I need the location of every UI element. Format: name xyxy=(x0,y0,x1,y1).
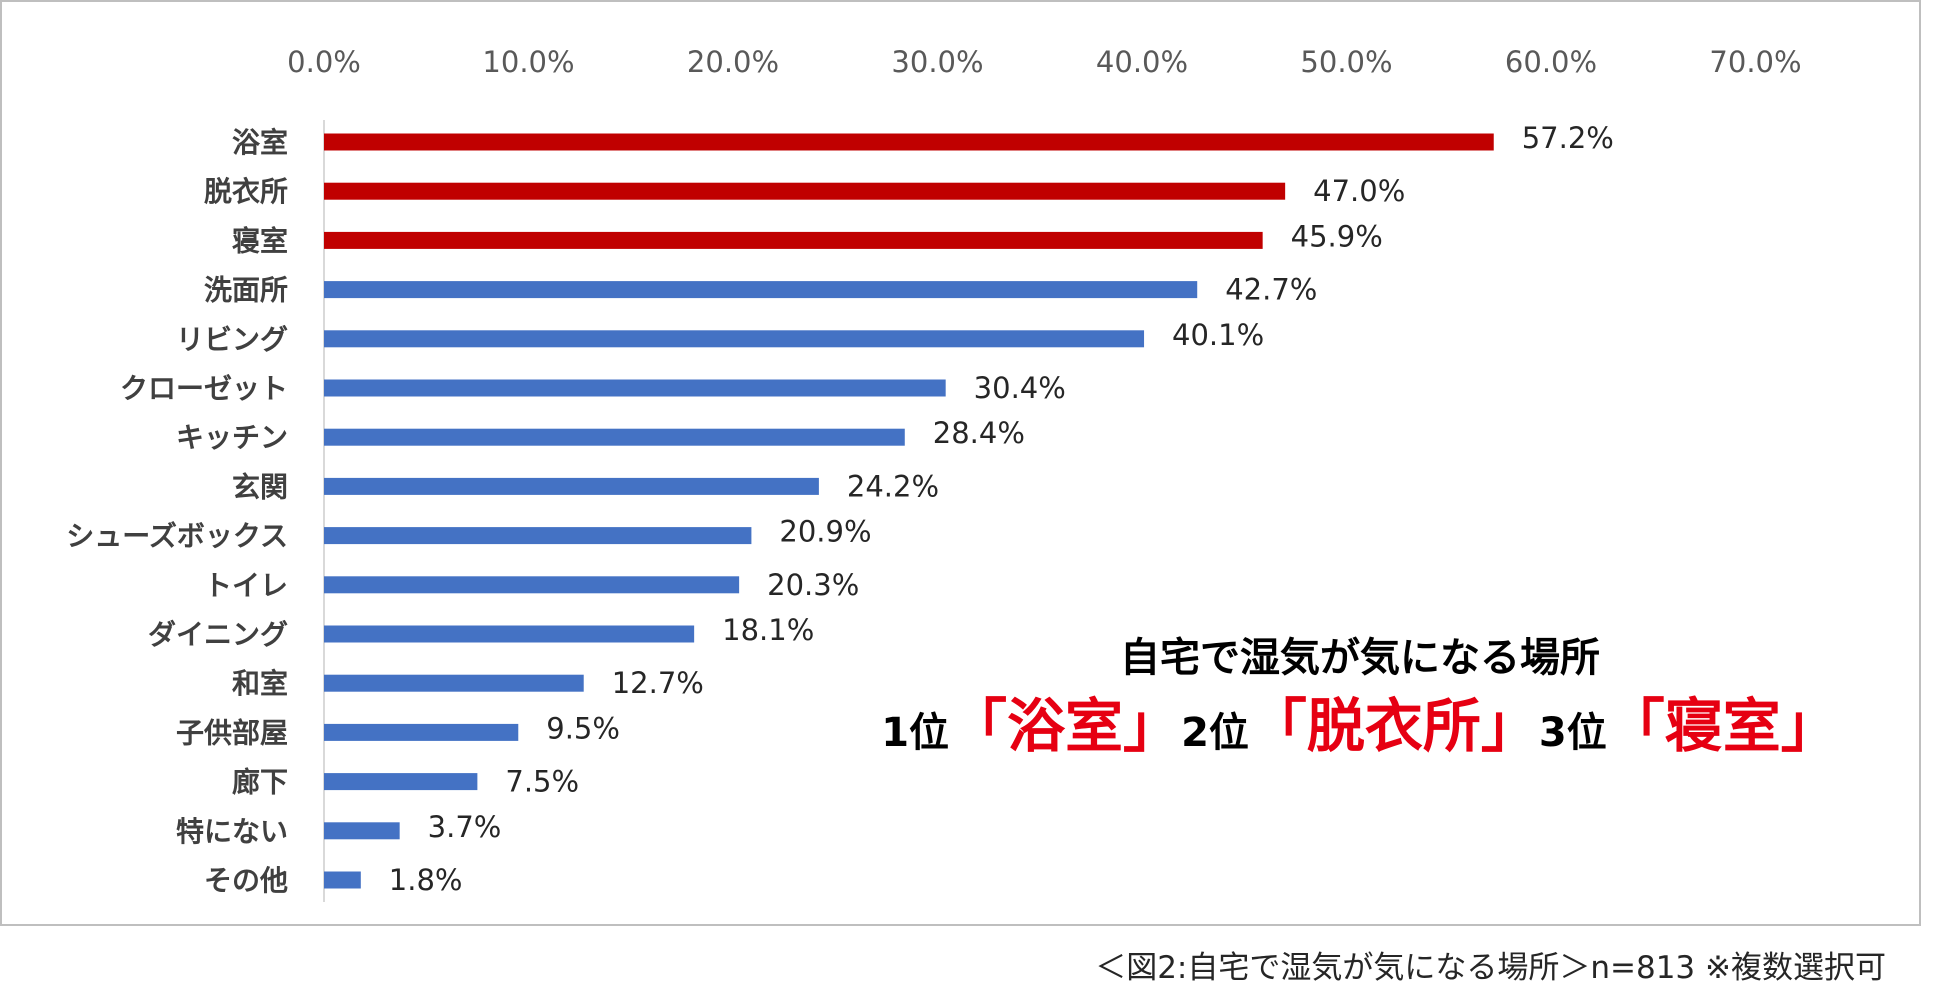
value-label: 28.4% xyxy=(933,416,1025,450)
value-label: 9.5% xyxy=(546,711,620,745)
value-label: 24.2% xyxy=(847,469,939,503)
category-label: 脱衣所 xyxy=(204,175,288,208)
category-label: 洗面所 xyxy=(204,274,288,307)
value-label: 12.7% xyxy=(612,666,704,700)
headline-title: 自宅で湿気が気になる場所 xyxy=(1120,635,1600,681)
category-label: 特にない xyxy=(176,815,288,848)
bar xyxy=(324,133,1494,151)
x-axis-ticks: 0.0% 10.0% 20.0% 30.0% 40.0% 50.0% 60.0% 70.0% xyxy=(287,45,1801,79)
value-label: 57.2% xyxy=(1522,121,1614,155)
category-label: リビング xyxy=(176,323,288,356)
value-label: 42.7% xyxy=(1225,273,1317,307)
category-label: その他 xyxy=(204,864,288,897)
bar xyxy=(324,182,1286,200)
category-label: ダイニング xyxy=(148,618,288,651)
bars xyxy=(324,133,1494,889)
bar xyxy=(324,625,695,643)
bar xyxy=(324,773,478,791)
value-label: 20.3% xyxy=(767,568,859,602)
rank2-place: 「脱衣所」 xyxy=(1248,692,1539,760)
x-tick-label: 70.0% xyxy=(1709,45,1801,79)
value-label: 45.9% xyxy=(1291,219,1383,253)
category-labels: 浴室脱衣所寝室洗面所リビングクローゼットキッチン玄関シューズボックストイレダイニ… xyxy=(66,126,288,897)
value-label: 20.9% xyxy=(779,515,871,549)
rank3-prefix: 3位 xyxy=(1538,710,1607,756)
rank1-place: 「浴室」 xyxy=(949,692,1182,760)
x-tick-label: 0.0% xyxy=(287,45,361,79)
bar xyxy=(324,281,1198,299)
category-label: 浴室 xyxy=(232,126,288,159)
value-label: 40.1% xyxy=(1172,318,1264,352)
x-tick-label: 30.0% xyxy=(891,45,983,79)
value-labels: 57.2% 47.0% 45.9% 42.7% 40.1% 30.4% 28.4% 24.2%… xyxy=(389,121,1614,897)
value-label: 1.8% xyxy=(389,863,463,897)
bar xyxy=(324,428,905,446)
headline: 自宅で湿気が気になる場所 1位「浴室」2位「脱衣所」3位「寝室」 xyxy=(870,630,1850,773)
value-label: 3.7% xyxy=(428,810,502,844)
category-label: 和室 xyxy=(232,667,288,700)
bar xyxy=(324,477,819,495)
category-label: 廊下 xyxy=(232,766,288,799)
bar xyxy=(324,379,946,397)
x-tick-label: 60.0% xyxy=(1505,45,1597,79)
value-label: 47.0% xyxy=(1313,174,1405,208)
category-label: キッチン xyxy=(176,421,288,454)
bar-chart: 0.0% 10.0% 20.0% 30.0% 40.0% 50.0% 60.0% 70.0% … xyxy=(66,45,1802,902)
headline-ranks: 1位「浴室」2位「脱衣所」3位「寝室」 xyxy=(870,686,1850,773)
x-tick-label: 40.0% xyxy=(1096,45,1188,79)
chart-frame: 0.0% 10.0% 20.0% 30.0% 40.0% 50.0% 60.0% 70.0% … xyxy=(0,0,1921,926)
bar xyxy=(324,871,361,889)
bar xyxy=(324,576,740,594)
x-tick-label: 10.0% xyxy=(482,45,574,79)
bar xyxy=(324,822,400,840)
figure-caption: ＜図2:自宅で湿気が気になる場所＞n=813 ※複数選択可 xyxy=(1095,950,1886,986)
bar xyxy=(324,723,519,741)
x-tick-label: 50.0% xyxy=(1300,45,1392,79)
category-label: 子供部屋 xyxy=(176,716,288,749)
category-label: 玄関 xyxy=(232,470,288,503)
value-label: 18.1% xyxy=(722,613,814,647)
value-label: 7.5% xyxy=(505,765,579,799)
category-label: クローゼット xyxy=(120,372,288,405)
category-label: トイレ xyxy=(204,569,288,602)
value-label: 30.4% xyxy=(974,371,1066,405)
category-label: 寝室 xyxy=(232,224,288,257)
bar xyxy=(324,231,1263,249)
category-label: シューズボックス xyxy=(66,520,288,553)
bar xyxy=(324,330,1145,348)
rank1-prefix: 1位 xyxy=(881,710,950,756)
bar xyxy=(324,527,752,545)
rank2-prefix: 2位 xyxy=(1181,710,1249,756)
x-tick-label: 20.0% xyxy=(687,45,779,79)
rank3-place: 「寝室」 xyxy=(1606,692,1839,760)
bar xyxy=(324,674,584,692)
